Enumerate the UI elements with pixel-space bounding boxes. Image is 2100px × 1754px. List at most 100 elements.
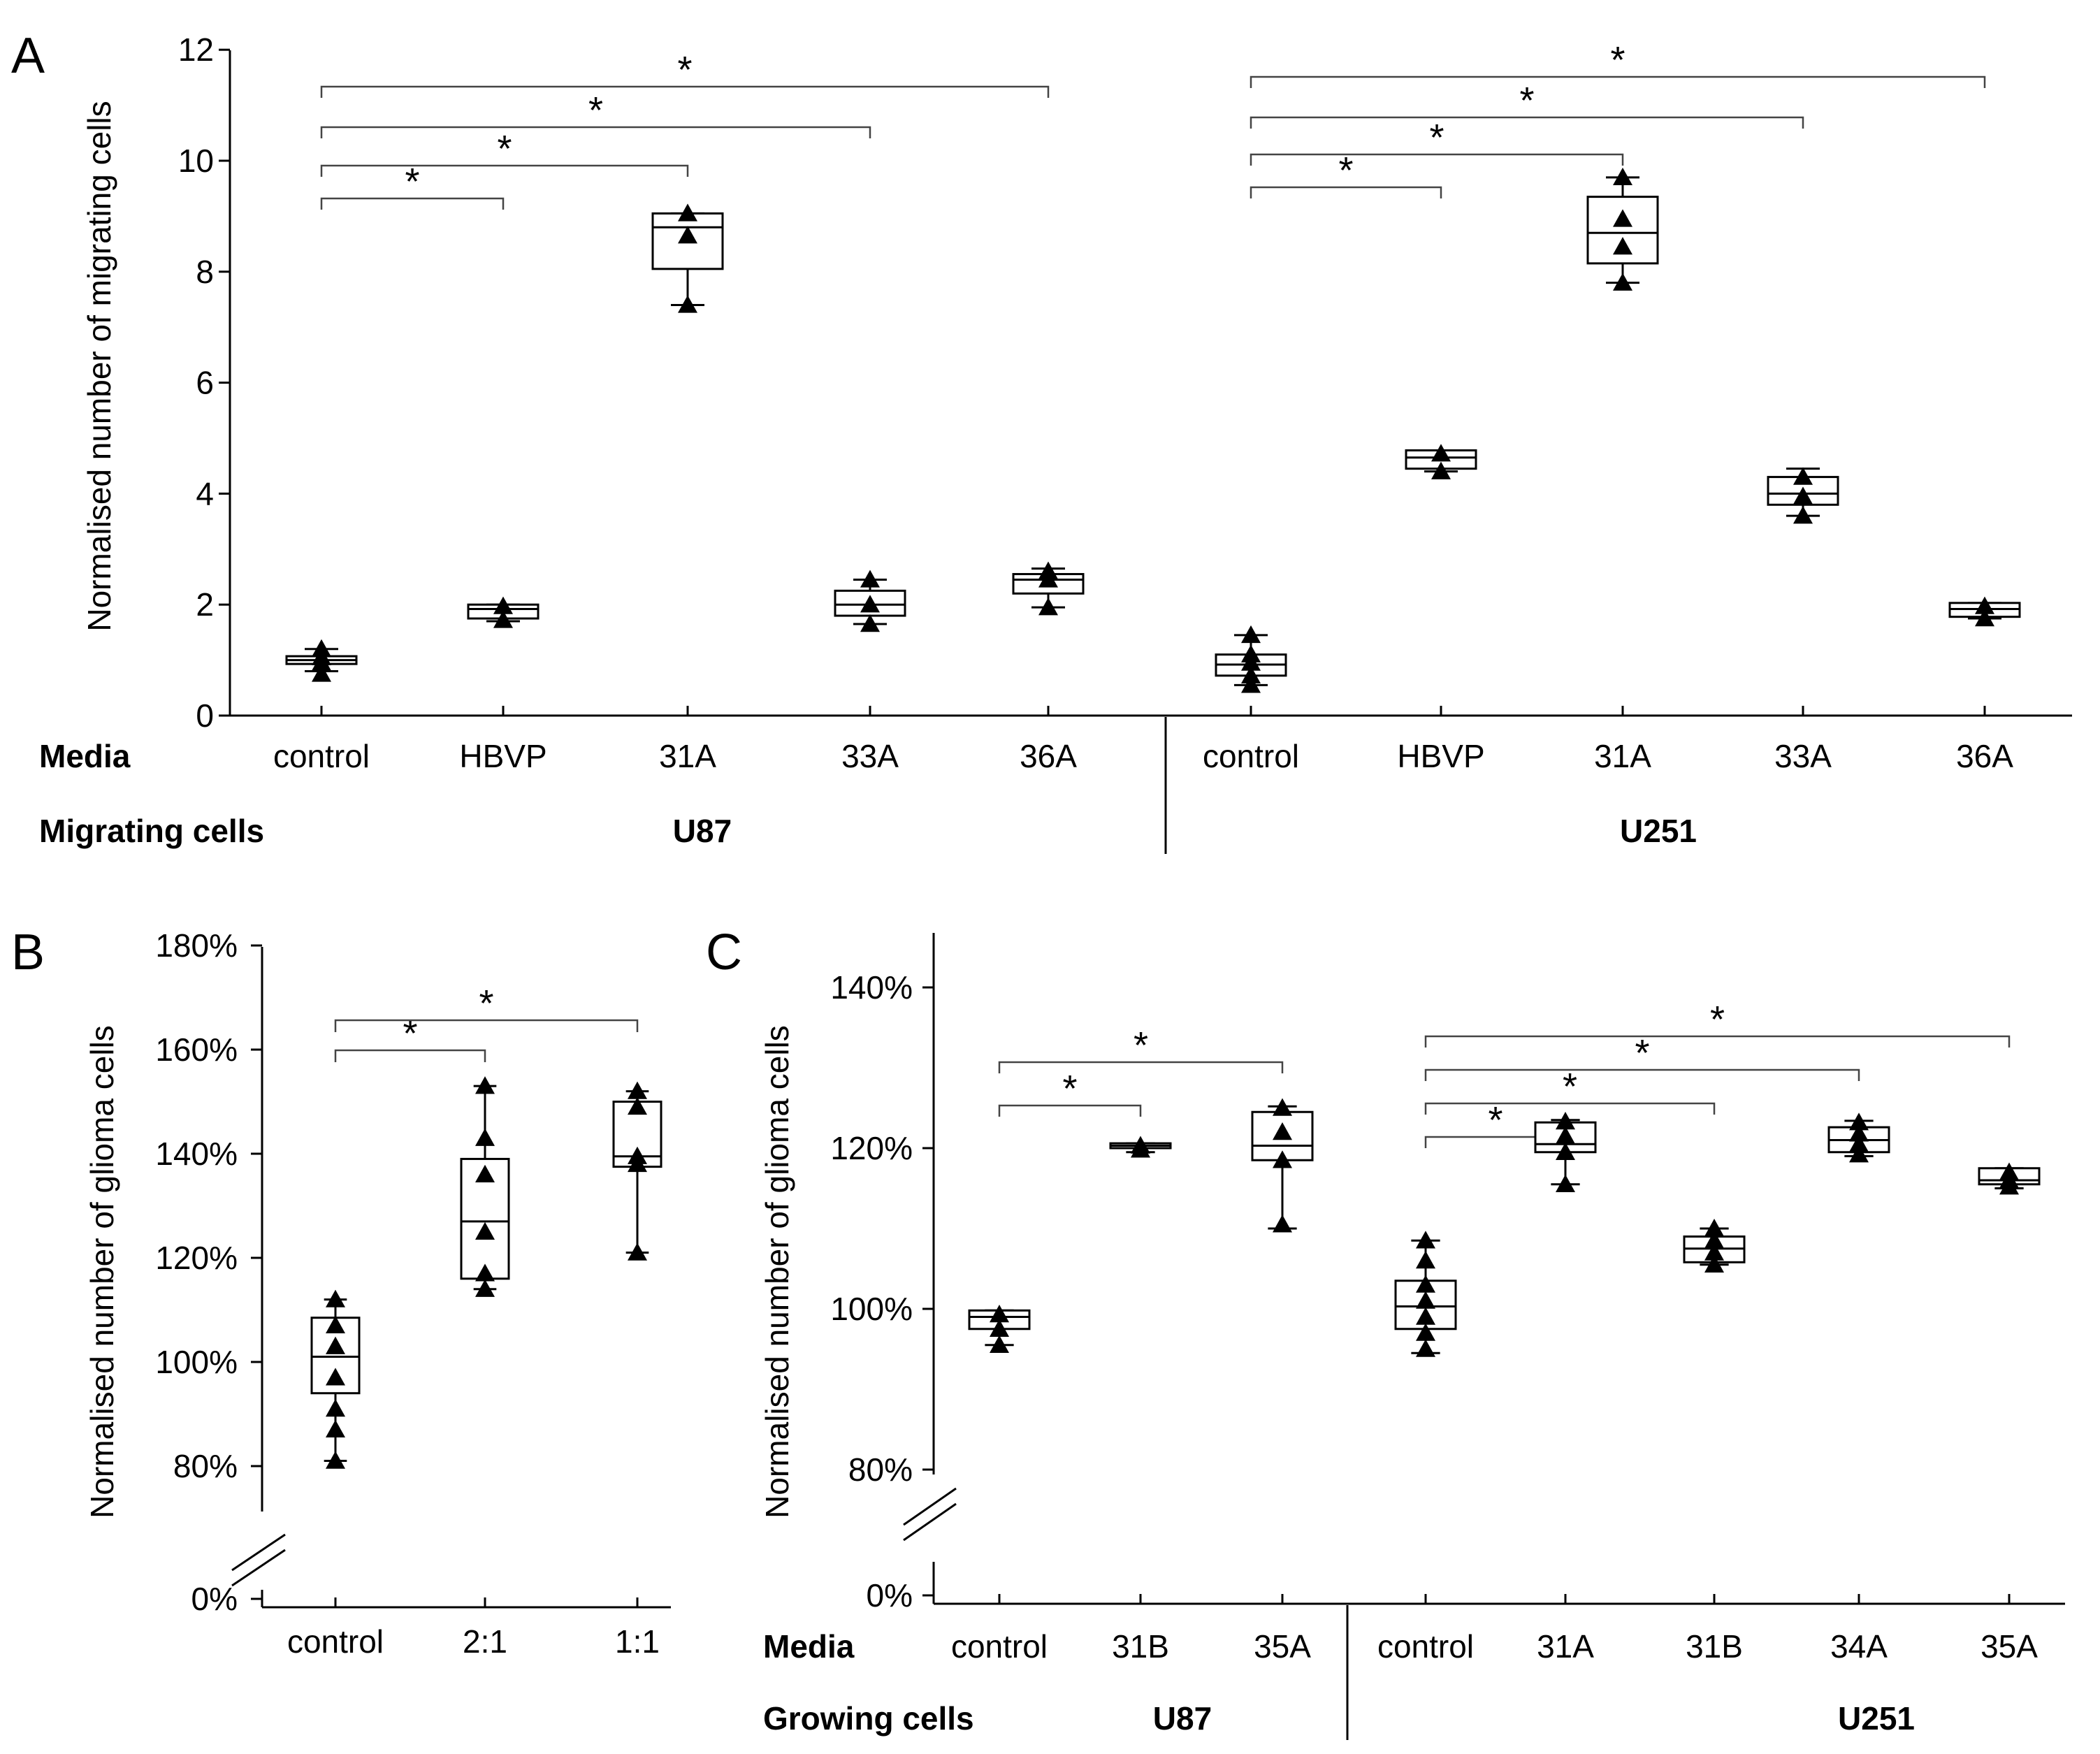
data-point <box>990 1305 1009 1323</box>
panel-a-y-tick-label: 0 <box>196 697 214 734</box>
panel-a-group-u87: U87 <box>673 813 732 849</box>
panel-a-y-ticks: 0 2 4 6 8 10 12 <box>178 31 230 734</box>
significance-star: * <box>497 128 512 170</box>
data-point <box>475 1164 495 1182</box>
panel-a-box-7 <box>1405 444 1477 479</box>
panel-b-y-tick-label: 0% <box>191 1581 238 1617</box>
data-point <box>1793 467 1813 485</box>
data-point <box>1613 167 1632 186</box>
data-point <box>990 1335 1009 1353</box>
panel-a-y-tick-label: 12 <box>178 31 214 68</box>
panel-c-label: C <box>706 925 742 980</box>
panel-a-box-8 <box>1586 167 1659 291</box>
data-point <box>860 570 880 588</box>
data-point <box>1038 561 1058 579</box>
data-point <box>475 1263 495 1282</box>
panel-a-box-6 <box>1215 625 1287 693</box>
data-point <box>1431 444 1451 462</box>
panel-a-significance-bracket: * <box>1250 150 1442 198</box>
panel-b-significance-bracket: * <box>334 1013 486 1062</box>
data-point <box>475 1128 495 1146</box>
bracket-line <box>1250 153 1624 166</box>
panel-a: A Normalised number of migrating cells 0… <box>11 28 2072 854</box>
panel-c-box-3 <box>1251 1098 1314 1233</box>
bracket-line <box>320 164 689 177</box>
panel-a-x-labels: control HBVP 31A 33A 36A control HBVP 31A 33A 36A <box>273 706 2013 774</box>
panel-c-x-tick-label: 34A <box>1830 1628 1888 1665</box>
data-point <box>326 1451 345 1469</box>
panel-c-significance-bracket: * <box>1424 1032 1860 1081</box>
significance-star: * <box>403 1013 417 1054</box>
panel-a-box-3 <box>651 203 724 313</box>
data-point <box>475 1076 495 1094</box>
panel-b-axis-break <box>231 1549 286 1587</box>
bracket-line <box>998 1061 1284 1073</box>
significance-star: * <box>588 89 603 131</box>
panel-c-significance-bracket: * <box>1424 999 2011 1048</box>
data-point <box>1416 1231 1435 1249</box>
data-point <box>493 610 513 628</box>
significance-star: * <box>1563 1066 1577 1108</box>
data-point <box>1416 1251 1435 1269</box>
data-point <box>326 1419 345 1438</box>
bracket-line <box>1250 186 1442 198</box>
panel-a-x-tick-label: control <box>1203 738 1299 774</box>
panel-b-y-tick-label: 160% <box>155 1031 238 1068</box>
data-point <box>1273 1122 1292 1140</box>
panel-c-y-axis-title: Normalised number of glioma cells <box>759 1025 795 1519</box>
panel-b-x-tick-label: 1:1 <box>615 1623 660 1660</box>
data-point <box>326 1368 345 1386</box>
data-point <box>326 1336 345 1354</box>
panel-a-y-tick-label: 4 <box>196 475 214 512</box>
data-point <box>475 1279 495 1297</box>
bracket-line <box>1250 75 1986 88</box>
panel-a-significance-bracket: * <box>1250 39 1986 88</box>
data-point <box>1241 625 1261 644</box>
panel-a-boxes <box>285 167 2021 693</box>
panel-c-box-4 <box>1394 1231 1457 1357</box>
data-point <box>678 295 697 313</box>
panel-c-y-tick-label: 0% <box>867 1577 913 1614</box>
data-point <box>628 1096 647 1115</box>
panel-b: B Normalised number of glioma cells 0% 80… <box>11 925 671 1660</box>
bracket-line <box>1424 1035 2011 1048</box>
panel-a-x-tick-label: 36A <box>1020 738 1077 774</box>
panel-c-box-6 <box>1683 1219 1746 1273</box>
data-point <box>1416 1323 1435 1341</box>
bracket-line <box>334 1019 639 1032</box>
data-point <box>1556 1126 1575 1144</box>
data-point <box>326 1399 345 1417</box>
panel-b-y-tick-label: 120% <box>155 1240 238 1276</box>
panel-c-x-tick-label: control <box>951 1628 1048 1665</box>
bracket-line <box>998 1104 1142 1117</box>
panel-c-significance-bracket: * <box>998 1024 1284 1073</box>
panel-a-box-4 <box>834 570 906 632</box>
panel-c-box-8 <box>1978 1162 2041 1195</box>
panel-c-x-tick-label: 31B <box>1112 1628 1169 1665</box>
panel-c-axis-break <box>903 1502 957 1542</box>
panel-c: C Normalised number of glioma cells 0% 80… <box>706 925 2065 1740</box>
data-point <box>1849 1145 1869 1163</box>
panel-b-box-2 <box>460 1076 510 1297</box>
data-point <box>1613 237 1632 255</box>
bracket-line <box>334 1049 486 1062</box>
panel-a-x-tick-label: 36A <box>1956 738 2013 774</box>
panel-b-y-axis-title: Normalised number of glioma cells <box>84 1025 120 1519</box>
data-point <box>1849 1134 1869 1152</box>
panel-b-x-labels: control 2:1 1:1 <box>287 1597 660 1660</box>
data-point <box>1975 596 1994 614</box>
panel-c-significance: * * * * * * <box>998 999 2011 1148</box>
data-point <box>1241 644 1261 662</box>
bracket-line <box>1250 116 1804 129</box>
bracket-line <box>320 85 1050 98</box>
panel-c-box-7 <box>1827 1112 1890 1163</box>
data-point <box>312 639 331 657</box>
data-point <box>1241 675 1261 693</box>
significance-star: * <box>1519 80 1534 122</box>
panel-a-row-label-media: Media <box>39 738 131 774</box>
data-point <box>628 1242 647 1261</box>
panel-b-y-tick-label: 140% <box>155 1136 238 1172</box>
data-point <box>1849 1124 1869 1142</box>
panel-c-x-tick-label: 35A <box>1980 1628 2038 1665</box>
